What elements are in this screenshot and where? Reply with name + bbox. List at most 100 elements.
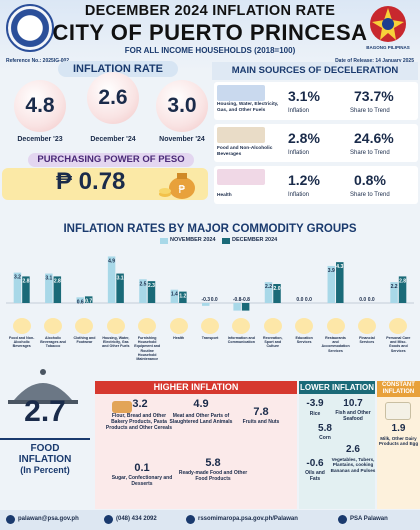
- hi-value-3: 0.1: [134, 462, 150, 474]
- category-label-0: Food and Non-Alcoholic Beverages: [9, 336, 35, 349]
- hi-label-3: Sugar, Confectionary and Desserts: [111, 475, 173, 487]
- bar-nov-12: [390, 282, 398, 303]
- category-axis: Food and Non-Alcoholic Beverages Alcoholi…: [0, 318, 420, 361]
- category-label-8: Recreation, Sport and Culture: [262, 336, 283, 349]
- co-value-0: 1.9: [391, 423, 406, 434]
- bar-nov-10: [327, 265, 336, 303]
- lo-value-4: 2.6: [346, 444, 360, 455]
- category-icon-4: [138, 318, 157, 334]
- purchasing-power-value: ₱ 0.78: [56, 168, 126, 195]
- category-icon-6: [201, 318, 219, 334]
- bar-label-nov-6: -0.3: [201, 297, 210, 303]
- footer-email[interactable]: palawan@psa.gov.ph: [18, 516, 79, 522]
- lo-value-1: 10.7: [343, 398, 363, 409]
- bar-dec-1: [53, 276, 62, 303]
- milk-egg-icon: [385, 402, 411, 420]
- category-label-2: Clothing and Footwear: [73, 336, 96, 345]
- house-icon: [217, 85, 265, 101]
- label-dec23: December '23: [17, 136, 63, 143]
- header-band: [0, 0, 420, 70]
- bar-label-dec-5: 1.2: [179, 294, 186, 300]
- bar-nov-6: [202, 303, 210, 306]
- bar-nov-1: [45, 273, 53, 303]
- legend-label-dec: DECEMBER 2024: [232, 237, 278, 243]
- bar-dec-5: [179, 291, 187, 303]
- lo-value-2: 5.8: [318, 423, 332, 434]
- bar-label-nov-4: 2.5: [140, 281, 147, 287]
- label-dec24: December '24: [90, 136, 136, 143]
- category-label-6: Transport: [201, 336, 219, 340]
- chart-title: INFLATION RATES BY MAJOR COMMODITY GROUP…: [63, 223, 357, 235]
- medicine-icon: [217, 169, 265, 185]
- reference-number: Reference No.: 2025IG-002: [6, 58, 70, 64]
- category-icon-8: [263, 318, 282, 334]
- bar-nov-3: [107, 256, 116, 303]
- lo-value-0: -3.9: [306, 398, 324, 409]
- bar-label-dec-1: 2.8: [54, 278, 61, 284]
- bar-label-nov-1: 3.1: [45, 276, 52, 282]
- lo-label-0: Rice: [309, 411, 321, 417]
- release-date: Date of Release: 14 January 2025: [335, 58, 414, 64]
- bread-icon: [112, 401, 132, 413]
- svg-text:₱: ₱: [179, 183, 186, 196]
- grocery-icon: [217, 127, 265, 143]
- category-icon-5: [169, 318, 188, 334]
- food-cloche-icon: [8, 369, 78, 404]
- bar-nov-5: [170, 289, 179, 303]
- bar-label-dec-0: 2.8: [22, 278, 29, 284]
- bar-label-nov-11: 0.0: [359, 297, 366, 303]
- bar-label-dec-9: 0.0: [305, 297, 312, 303]
- category-icon-0: [12, 318, 31, 334]
- psa-seal-logo: [6, 4, 54, 52]
- lo-label-2: Corn: [319, 435, 331, 441]
- label-nov24: November '24: [159, 136, 205, 143]
- bar-nov-8: [264, 282, 273, 303]
- bagong-pilipinas-logo: [370, 6, 406, 42]
- bar-dec-8: [273, 284, 281, 303]
- purchasing-power-heading: PURCHASING POWER OF PESO: [28, 153, 194, 167]
- legend-label-nov: NOVEMBER 2024: [170, 237, 216, 243]
- lower-inflation-heading: LOWER INFLATION: [299, 381, 375, 394]
- bar-label-nov-8: 2.2: [265, 284, 272, 290]
- hi-label-4: Ready-made Food and Other Food Products: [178, 470, 248, 482]
- category-label-11: Financial Services: [359, 336, 375, 345]
- bar-label-nov-10: 3.9: [328, 268, 335, 274]
- bar-label-nov-0: 3.2: [14, 275, 21, 281]
- subtitle: FOR ALL INCOME HOUSEHOLDS (2018=100): [124, 46, 296, 55]
- bar-dec-2: [84, 296, 93, 303]
- category-label-12: Personal Care and Misc. Goods and Servic…: [386, 336, 411, 353]
- category-icon-12: [389, 318, 408, 334]
- bar-label-nov-12: 2.2: [391, 284, 398, 290]
- bar-dec-10: [336, 262, 344, 303]
- title-line2: CITY OF PUERTO PRINCESA: [52, 20, 368, 45]
- bar-dec-4: [147, 281, 156, 303]
- food-label2: INFLATION: [18, 454, 72, 465]
- divider: [0, 438, 90, 440]
- category-label-7: Information and Communication: [227, 336, 255, 345]
- facebook-icon: [338, 515, 347, 524]
- footer-facebook[interactable]: PSA Palawan: [350, 516, 388, 522]
- category-icon-11: [357, 318, 376, 334]
- title-line1: DECEMBER 2024 INFLATION RATE: [84, 3, 336, 19]
- co-label-0: Milk, Other Dairy Products and Egg: [378, 436, 419, 447]
- lo-label-3: Oils and Fats: [305, 470, 325, 482]
- footer-website[interactable]: rssomimaropa.psa.gov.ph/Palawan: [198, 516, 298, 522]
- lower-inflation-panel: [299, 381, 375, 509]
- hi-label-0: Flour, Bread and Other Bakery Products, …: [105, 413, 173, 431]
- footer-phone[interactable]: (048) 434 2092: [116, 516, 157, 522]
- lo-label-4: Vegetables, Tubers, Plantains, cooking B…: [330, 457, 376, 473]
- bar-dec-7: [241, 303, 250, 311]
- bar-nov-4: [139, 279, 147, 303]
- rate-dec23: 4.8: [14, 80, 66, 132]
- commodity-bar-chart: 3.22.8 3.1 2.80.6 0.74.93.12.5 2.31.4 1.2-0.3…: [6, 256, 414, 311]
- hi-value-2: 7.8: [253, 406, 269, 418]
- hi-label-2: Fruits and Nuts: [242, 419, 280, 425]
- category-icon-1: [44, 318, 63, 334]
- food-label1: FOOD: [30, 443, 60, 454]
- legend-swatch-dec: [222, 238, 230, 244]
- category-label-3: Housing, Water, Electricity, Gas and Oth…: [102, 336, 130, 349]
- bar-dec-3: [116, 273, 124, 303]
- bar-label-nov-5: 1.4: [171, 292, 178, 298]
- hi-value-0: 3.2: [132, 398, 148, 410]
- bar-label-dec-4: 2.3: [148, 283, 155, 289]
